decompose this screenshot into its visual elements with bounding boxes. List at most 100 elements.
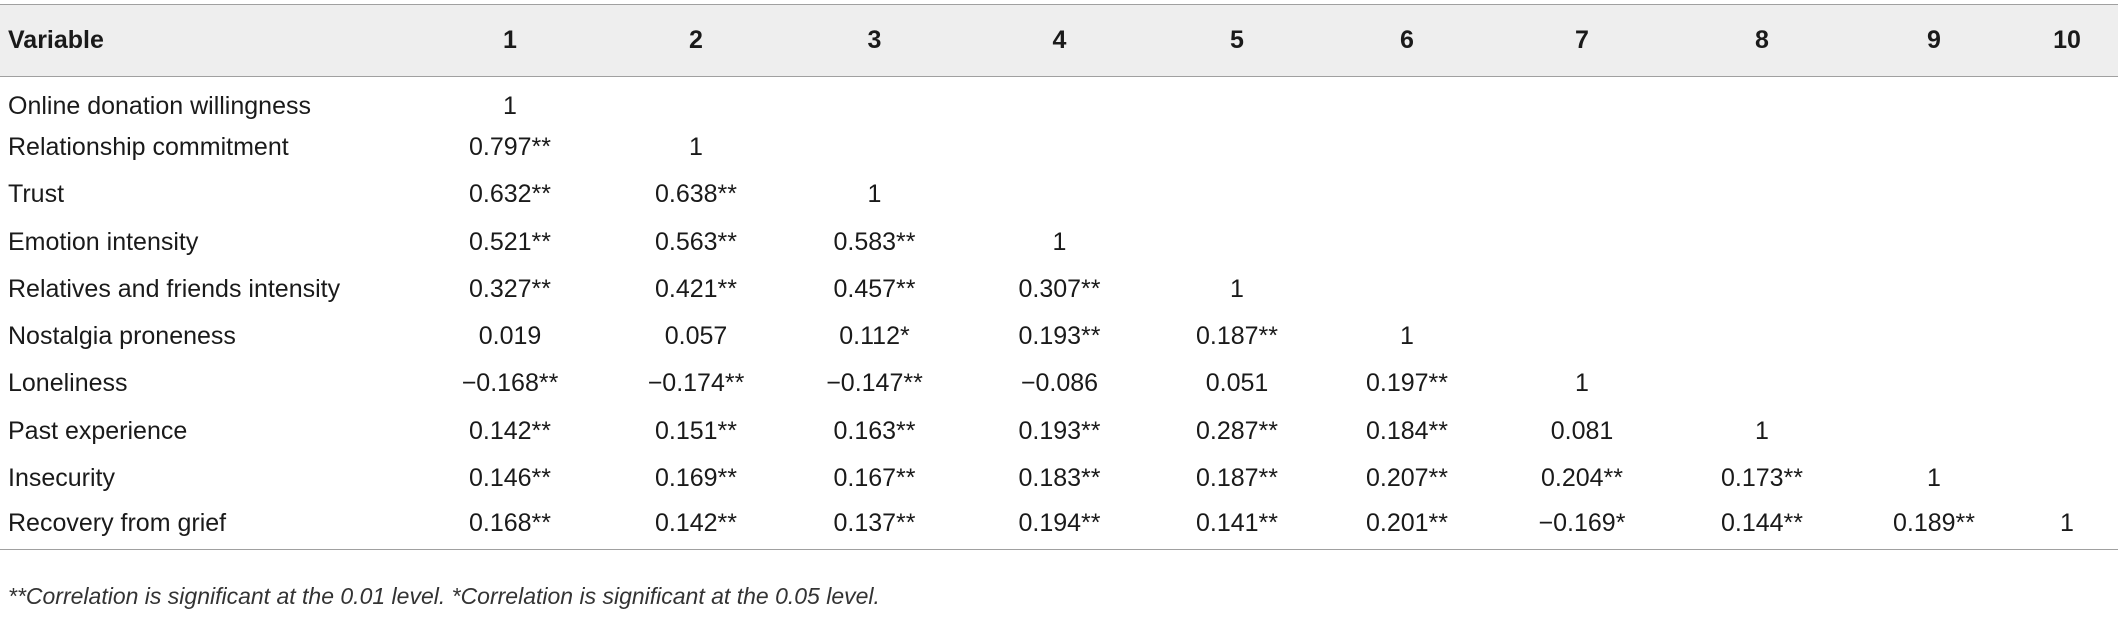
table-cell [1492, 124, 1672, 171]
table-cell: 1 [867, 180, 882, 209]
table-cell: 1 [1400, 322, 1414, 351]
table-cell: 0.051 [1205, 369, 1269, 398]
table-cell [782, 77, 967, 124]
table-row: Past experience 0.142** 0.151** 0.163** … [0, 408, 2118, 455]
table-row: Trust 0.632** 0.638** 1 [0, 171, 2118, 218]
table-row: Nostalgia proneness 0.019 0.057 0.112* 0… [0, 313, 2118, 360]
table-cell [967, 171, 1152, 218]
table-cell: 0.563** [654, 227, 738, 256]
table-cell: 0.057 [664, 322, 728, 351]
table-cell: −0.174** [647, 369, 745, 398]
table-cell: 0.638** [654, 180, 738, 209]
table-cell [1672, 77, 1852, 124]
table-footnote: **Correlation is significant at the 0.01… [8, 583, 880, 609]
table-cell: 0.142** [468, 416, 552, 445]
table-cell: −0.169* [1492, 502, 1672, 550]
table-cell: 0.307** [1018, 274, 1101, 303]
table-cell: 0.187** [1195, 322, 1279, 351]
row-label: Loneliness [8, 369, 128, 398]
table-cell [1672, 171, 1852, 218]
table-cell: 1 [2016, 502, 2118, 550]
table-cell [2016, 360, 2118, 407]
table-cell: 0.146** [468, 464, 552, 493]
table-cell [1152, 124, 1322, 171]
table-cell: 0.287** [1195, 416, 1279, 445]
header-col-3: 3 [782, 4, 967, 77]
table-cell [782, 124, 967, 171]
table-cell [2016, 408, 2118, 455]
table-cell [1672, 266, 1852, 313]
table-cell [1492, 218, 1672, 265]
header-variable: Variable [0, 4, 410, 77]
table-row: Relationship commitment 0.797** 1 [0, 124, 2118, 171]
table-cell [1322, 171, 1492, 218]
table-cell [1672, 124, 1852, 171]
correlation-table-container: Variable 1 2 3 4 5 6 7 8 9 10 Online don… [0, 4, 2118, 550]
table-cell [1852, 360, 2016, 407]
table-cell [1492, 77, 1672, 124]
table-cell: 0.201** [1322, 502, 1492, 550]
table-cell [2016, 77, 2118, 124]
table-cell [967, 77, 1152, 124]
table-cell: 0.019 [478, 322, 542, 351]
table-cell [1852, 266, 2016, 313]
table-cell: 0.141** [1152, 502, 1322, 550]
row-label: Trust [8, 180, 65, 209]
header-col-2: 2 [610, 4, 782, 77]
table-cell [1322, 77, 1492, 124]
table-cell: 0.583** [833, 227, 916, 256]
table-cell: 0.521** [468, 227, 552, 256]
header-col-9: 9 [1852, 4, 2016, 77]
table-cell [2016, 455, 2118, 502]
table-cell: 0.183** [1018, 464, 1101, 493]
table-cell: 0.327** [468, 274, 552, 303]
table-row: Relatives and friends intensity 0.327** … [0, 266, 2118, 313]
header-col-7: 7 [1492, 4, 1672, 77]
header-col-8: 8 [1672, 4, 1852, 77]
table-cell: 0.207** [1365, 464, 1449, 493]
header-col-4: 4 [967, 4, 1152, 77]
row-label: Relatives and friends intensity [8, 274, 341, 303]
row-label: Past experience [8, 416, 188, 445]
table-cell: 0.163** [833, 416, 916, 445]
table-cell: 0.151** [654, 416, 738, 445]
table-cell: 0.421** [654, 274, 738, 303]
header-col-6: 6 [1322, 4, 1492, 77]
table-cell: 0.112* [839, 322, 910, 351]
table-cell [1322, 218, 1492, 265]
table-cell [2016, 266, 2118, 313]
table-cell: 0.197** [1365, 369, 1449, 398]
table-cell: 0.168** [410, 502, 610, 550]
table-cell: 0.193** [1018, 322, 1101, 351]
row-label: Nostalgia proneness [8, 322, 236, 351]
row-label: Recovery from grief [0, 502, 410, 550]
table-cell [1322, 124, 1492, 171]
header-col-10: 10 [2016, 4, 2118, 77]
table-cell: 1 [1927, 464, 1941, 493]
table-cell: 0.189** [1852, 502, 2016, 550]
table-cell: 0.204** [1540, 464, 1624, 493]
table-cell [610, 77, 782, 124]
table-cell: 0.142** [610, 502, 782, 550]
table-cell: 1 [1755, 416, 1769, 445]
row-label: Emotion intensity [8, 227, 199, 256]
header-col-5: 5 [1152, 4, 1322, 77]
table-cell: 1 [1230, 274, 1244, 303]
table-row: Insecurity 0.146** 0.169** 0.167** 0.183… [0, 455, 2118, 502]
table-cell [1492, 171, 1672, 218]
table-cell [2016, 124, 2118, 171]
table-cell: 0.187** [1195, 464, 1279, 493]
table-cell: 1 [1575, 369, 1589, 398]
table-cell: 0.632** [468, 180, 552, 209]
table-cell: 1 [1052, 227, 1067, 256]
table-cell: −0.147** [826, 369, 923, 398]
header-row: Variable 1 2 3 4 5 6 7 8 9 10 [0, 4, 2118, 77]
table-cell [1852, 124, 2016, 171]
table-row: Loneliness −0.168** −0.174** −0.147** −0… [0, 360, 2118, 407]
table-cell: 0.193** [1018, 416, 1101, 445]
table-cell [967, 124, 1152, 171]
table-cell [1852, 218, 2016, 265]
table-cell [1492, 266, 1672, 313]
table-cell: −0.168** [461, 369, 559, 398]
table-row: Online donation willingness 1 [0, 77, 2118, 124]
